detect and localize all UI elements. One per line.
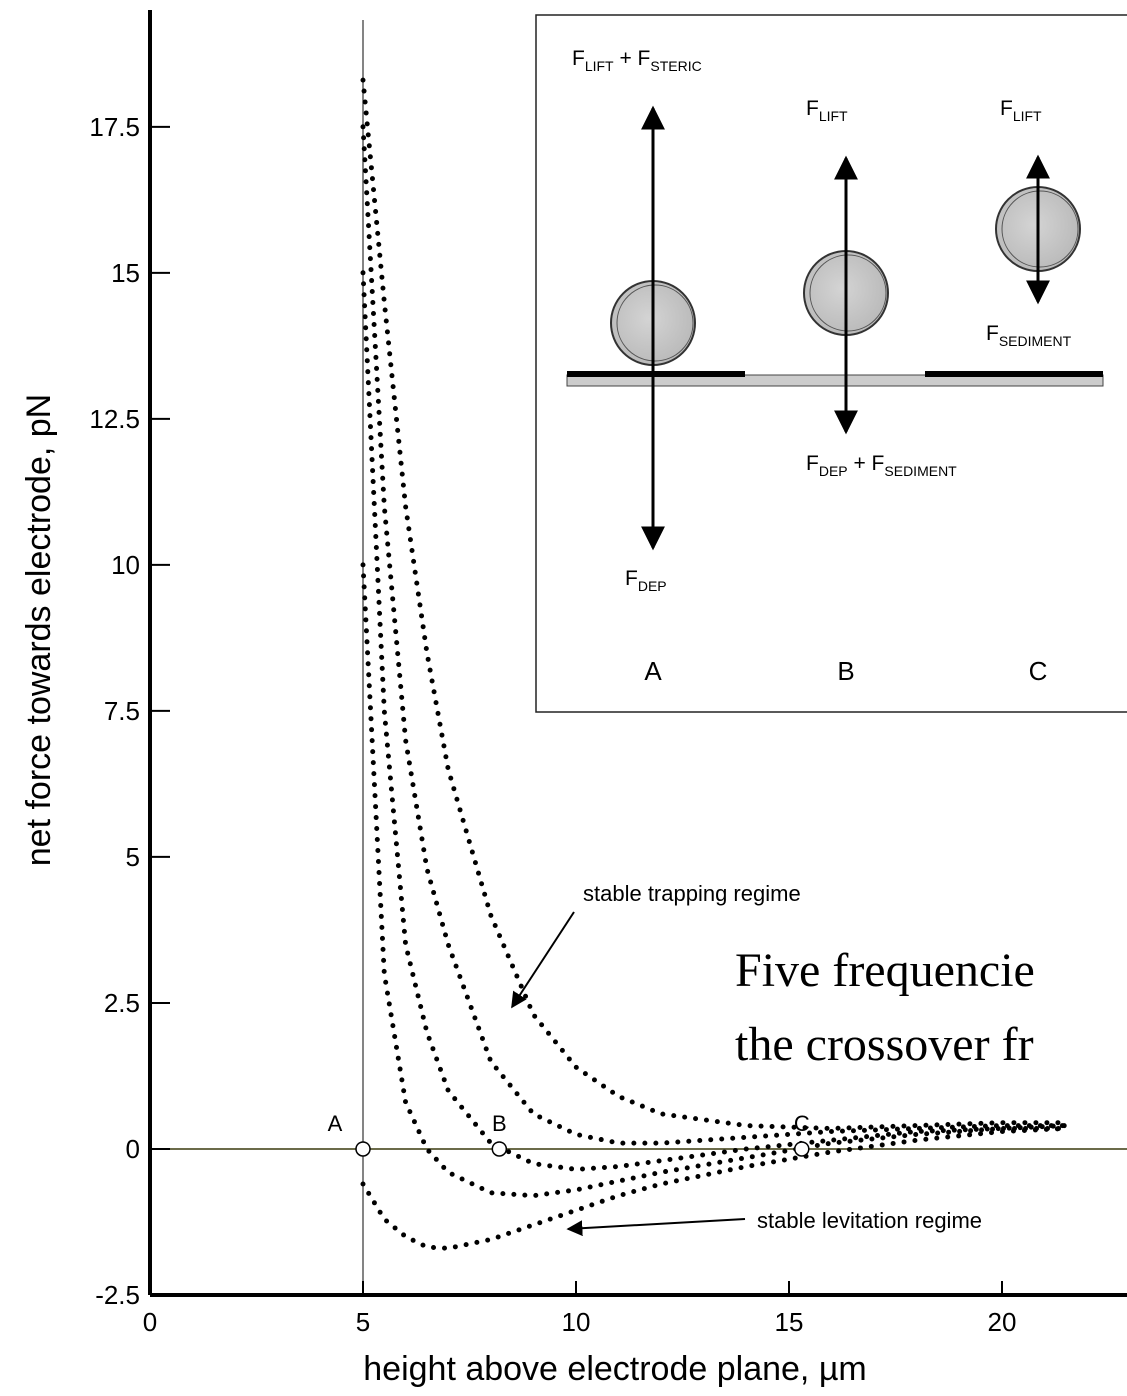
y-tick-label: 2.5 bbox=[104, 988, 140, 1018]
force-label: FDEP bbox=[625, 567, 667, 594]
overlay-text: the crossover fr bbox=[735, 1018, 1034, 1071]
y-tick-label: 17.5 bbox=[89, 112, 140, 142]
force-subscript: STERIC bbox=[650, 58, 701, 74]
electrode bbox=[925, 371, 1103, 377]
annotation: stable levitation regime bbox=[757, 1208, 982, 1233]
curve bbox=[360, 77, 1069, 1132]
force-symbol: + F bbox=[614, 47, 651, 70]
y-tick-label: 5 bbox=[126, 842, 140, 872]
x-tick-label: 15 bbox=[775, 1307, 804, 1337]
force-label: FDEP + FSEDIMENT bbox=[806, 452, 957, 479]
force-label: FLIFT bbox=[1000, 97, 1042, 124]
force-subscript: LIFT bbox=[585, 58, 614, 74]
force-subscript: DEP bbox=[819, 463, 848, 479]
y-tick-label: 15 bbox=[111, 258, 140, 288]
y-axis-label: net force towards electrode, pN bbox=[20, 394, 58, 866]
force-symbol: F bbox=[625, 567, 638, 590]
point-label: A bbox=[328, 1111, 343, 1136]
annotation-arrow bbox=[566, 1218, 746, 1237]
x-tick-label: 20 bbox=[988, 1307, 1017, 1337]
curve bbox=[360, 124, 1069, 1146]
force-subscript: SEDIMENT bbox=[999, 333, 1072, 349]
y-tick-label: 7.5 bbox=[104, 696, 140, 726]
force-subscript: SEDIMENT bbox=[884, 463, 957, 479]
x-tick-label: 10 bbox=[562, 1307, 591, 1337]
crossover-point bbox=[355, 1141, 371, 1157]
force-subscript: LIFT bbox=[819, 108, 848, 124]
x-tick-label: 0 bbox=[143, 1307, 157, 1337]
point-label: C bbox=[794, 1111, 810, 1136]
x-axis-label: height above electrode plane, µm bbox=[363, 1350, 866, 1388]
force-label: FLIFT + FSTERIC bbox=[572, 47, 702, 74]
y-tick-label: 0 bbox=[126, 1134, 140, 1164]
crossover-point bbox=[491, 1141, 508, 1157]
force-symbol: F bbox=[806, 452, 819, 475]
force-symbol: F bbox=[806, 97, 819, 120]
electrode-plane bbox=[566, 374, 1104, 387]
crossover-point bbox=[794, 1141, 810, 1157]
force-symbol: F bbox=[986, 322, 999, 345]
force-symbol: F bbox=[572, 47, 585, 70]
curve bbox=[360, 270, 1069, 1172]
force-subscript: LIFT bbox=[1013, 108, 1042, 124]
panel-letter: B bbox=[837, 656, 854, 686]
force-label: FLIFT bbox=[806, 97, 848, 124]
y-tick-label: -2.5 bbox=[95, 1280, 140, 1310]
overlay-text: Five frequencie bbox=[735, 944, 1035, 997]
annotation: stable trapping regime bbox=[583, 881, 801, 906]
force-label: FSEDIMENT bbox=[986, 322, 1072, 349]
force-subscript: DEP bbox=[638, 578, 667, 594]
point-label: B bbox=[492, 1111, 507, 1136]
inset-frame bbox=[535, 14, 1127, 713]
y-tick-label: 12.5 bbox=[89, 404, 140, 434]
y-tick-label: 10 bbox=[111, 550, 140, 580]
curve bbox=[360, 1126, 1069, 1251]
x-tick-label: 5 bbox=[356, 1307, 370, 1337]
force-symbol: F bbox=[1000, 97, 1013, 120]
force-symbol: + F bbox=[848, 452, 885, 475]
panel-letter: C bbox=[1029, 656, 1048, 686]
electrode bbox=[567, 371, 745, 377]
panel-letter: A bbox=[644, 656, 662, 686]
annotation-arrow bbox=[511, 911, 575, 1009]
